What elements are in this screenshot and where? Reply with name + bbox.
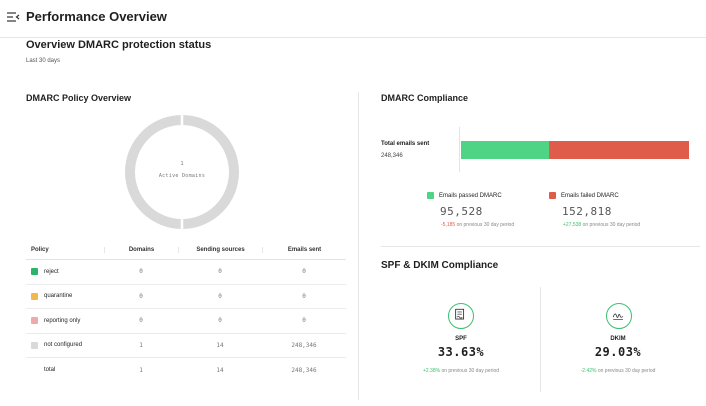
failed-delta-value: +27,538 [563, 222, 582, 228]
col-domains[interactable]: Domains [104, 246, 178, 253]
policy-table: Policy Domains Sending sources Emails se… [26, 240, 346, 383]
cell-domains: 0 [139, 268, 143, 276]
policy-overview-title: DMARC Policy Overview [26, 93, 132, 103]
spf-delta-value: +2.38% [422, 368, 441, 374]
table-row[interactable]: reject 0 0 0 [26, 260, 346, 285]
overview-title: Overview DMARC protection status [26, 39, 212, 51]
table-header: Policy Domains Sending sources Emails se… [26, 240, 346, 260]
cell-policy: total [26, 367, 104, 373]
policy-label: quarantine [44, 293, 73, 300]
policy-label: reporting only [44, 317, 81, 324]
spf-value: 33.63% [437, 345, 485, 359]
policy-swatch [31, 341, 38, 349]
total-emails-label: Total emails sent [381, 141, 430, 147]
compliance-divider [381, 246, 700, 247]
bar-axis [459, 127, 460, 172]
cell-sources: 14 [216, 341, 224, 349]
cell-policy: reporting only [26, 317, 104, 325]
signature-icon [606, 303, 632, 329]
table-body: reject 0 0 0 quarantine 0 0 0 reporting only 0 0 0 n… [26, 260, 346, 383]
cell-sources: 0 [218, 292, 222, 300]
failed-value: 152,818 [562, 205, 612, 218]
col-emails-sent[interactable]: Emails sent [262, 246, 346, 253]
page-title: Performance Overview [26, 9, 167, 24]
dkim-label: DKIM [610, 336, 626, 342]
passed-delta: -5,185 on previous 30 day period [441, 222, 514, 228]
legend-failed-label: Emails failed DMARC [561, 192, 619, 199]
passed-delta-value: -5,185 [441, 222, 456, 228]
document-signature-icon [448, 303, 474, 329]
passed-delta-suffix: on previous 30 day period [456, 222, 515, 228]
policy-label: total [44, 367, 56, 374]
table-row[interactable]: quarantine 0 0 0 [26, 285, 346, 309]
donut-center-label: Active Domains [158, 173, 206, 179]
dkim-delta-suffix: on previous 30 day period [597, 368, 656, 374]
dkim-delta: -2.42% on previous 30 day period [548, 368, 688, 374]
donut-center-value: 1 [180, 161, 184, 167]
col-policy[interactable]: Policy [31, 246, 49, 253]
cell-emails: 0 [302, 292, 306, 300]
legend-failed-swatch [549, 192, 556, 199]
cell-domains: 1 [139, 366, 143, 374]
spf-delta: +2.38% on previous 30 day period [391, 368, 531, 374]
policy-donut-chart[interactable] [122, 112, 242, 232]
table-row[interactable]: reporting only 0 0 0 [26, 309, 346, 334]
cell-emails: 248,346 [291, 341, 317, 349]
panel-divider [358, 92, 359, 400]
cell-policy: quarantine [26, 292, 104, 300]
spf-dkim-divider [540, 287, 541, 392]
overview-subtitle: Last 30 days [26, 58, 61, 64]
compliance-title: DMARC Compliance [381, 93, 469, 103]
policy-label: reject [44, 268, 59, 275]
failed-delta-suffix: on previous 30 day period [582, 222, 641, 228]
cell-sources: 0 [218, 268, 222, 276]
donut-ring [125, 115, 239, 229]
compliance-bar [461, 141, 689, 159]
cell-emails: 248,346 [291, 366, 317, 374]
legend-passed: Emails passed DMARC [427, 192, 502, 199]
menu-collapse-icon[interactable] [6, 10, 20, 24]
dkim-value: 29.03% [594, 345, 642, 359]
spf-dkim-title: SPF & DKIM Compliance [381, 260, 499, 271]
cell-domains: 1 [139, 341, 143, 349]
cell-emails: 0 [302, 317, 306, 325]
policy-swatch [31, 292, 38, 300]
cell-policy: reject [26, 268, 104, 276]
total-emails-value: 248,346 [381, 153, 403, 159]
cell-domains: 0 [139, 292, 143, 300]
policy-swatch [31, 317, 38, 325]
policy-label: not configured [44, 342, 83, 349]
policy-swatch [31, 268, 38, 276]
col-sending-sources[interactable]: Sending sources [178, 246, 262, 253]
legend-failed: Emails failed DMARC [549, 192, 619, 199]
cell-emails: 0 [302, 268, 306, 276]
failed-delta: +27,538 on previous 30 day period [563, 222, 640, 228]
dkim-delta-value: -2.42% [580, 368, 597, 374]
bar-passed-segment[interactable] [461, 141, 549, 159]
bar-failed-segment[interactable] [548, 141, 689, 159]
legend-passed-label: Emails passed DMARC [439, 192, 502, 199]
table-row[interactable]: total 1 14 248,346 [26, 358, 346, 383]
cell-domains: 0 [139, 317, 143, 325]
spf-label: SPF [455, 336, 467, 342]
legend-passed-swatch [427, 192, 434, 199]
cell-policy: not configured [26, 341, 104, 349]
spf-delta-suffix: on previous 30 day period [441, 368, 500, 374]
table-row[interactable]: not configured 1 14 248,346 [26, 334, 346, 358]
cell-sources: 14 [216, 366, 224, 374]
cell-sources: 0 [218, 317, 222, 325]
header: Performance Overview [0, 0, 706, 38]
passed-value: 95,528 [440, 205, 483, 218]
